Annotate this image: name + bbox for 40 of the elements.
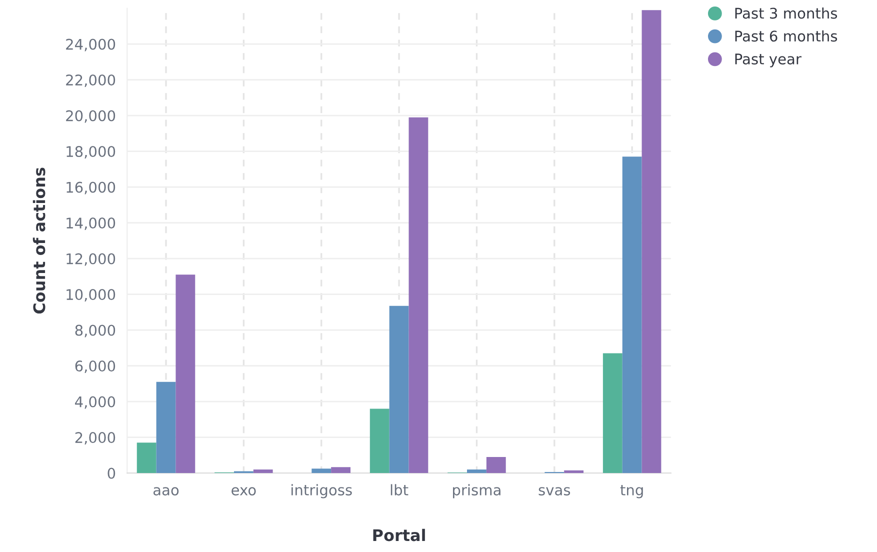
y-tick-label: 24,000 [66, 38, 116, 52]
y-tick-label: 8,000 [75, 324, 116, 338]
y-tick-label: 2,000 [75, 432, 116, 445]
legend-label: Past 6 months [735, 30, 838, 42]
bar [312, 468, 332, 474]
x-tick-label: prisma [453, 484, 500, 498]
x-tick-label: intrigoss [292, 484, 352, 498]
y-tick-label: 18,000 [66, 146, 116, 159]
x-tick-label: lbt [390, 484, 408, 496]
bar [331, 467, 350, 474]
y-tick-label: 20,000 [66, 110, 116, 123]
x-tick-label: aao [153, 487, 179, 496]
bar [253, 469, 273, 474]
bar [642, 10, 662, 474]
y-tick-label: 4,000 [75, 396, 116, 409]
y-tick-label: 12,000 [66, 253, 116, 266]
bar [622, 156, 642, 474]
bar [486, 456, 506, 474]
legend-label: Past year [735, 54, 802, 68]
y-tick-label: 6,000 [75, 360, 116, 374]
bar [176, 274, 196, 474]
y-tick-label: 16,000 [66, 182, 116, 194]
x-tick-label: exo [232, 487, 256, 496]
x-axis-title: Portal [373, 528, 425, 542]
x-tick-label: tng [620, 485, 643, 498]
y-tick-label: 14,000 [66, 218, 116, 230]
bar [602, 353, 622, 474]
y-tick-label: 0 [108, 468, 116, 479]
y-tick-label: 10,000 [66, 289, 116, 302]
bar [136, 442, 156, 474]
legend-label: Past 3 months [735, 7, 838, 19]
bar [408, 117, 428, 474]
y-tick-label: 22,000 [66, 74, 116, 88]
bar [564, 470, 584, 474]
bar [467, 469, 486, 474]
bar [370, 408, 390, 474]
x-tick-label: svas [538, 487, 570, 496]
bar [156, 382, 176, 474]
y-axis-title: Count of actions [32, 168, 46, 314]
bar [389, 306, 409, 474]
